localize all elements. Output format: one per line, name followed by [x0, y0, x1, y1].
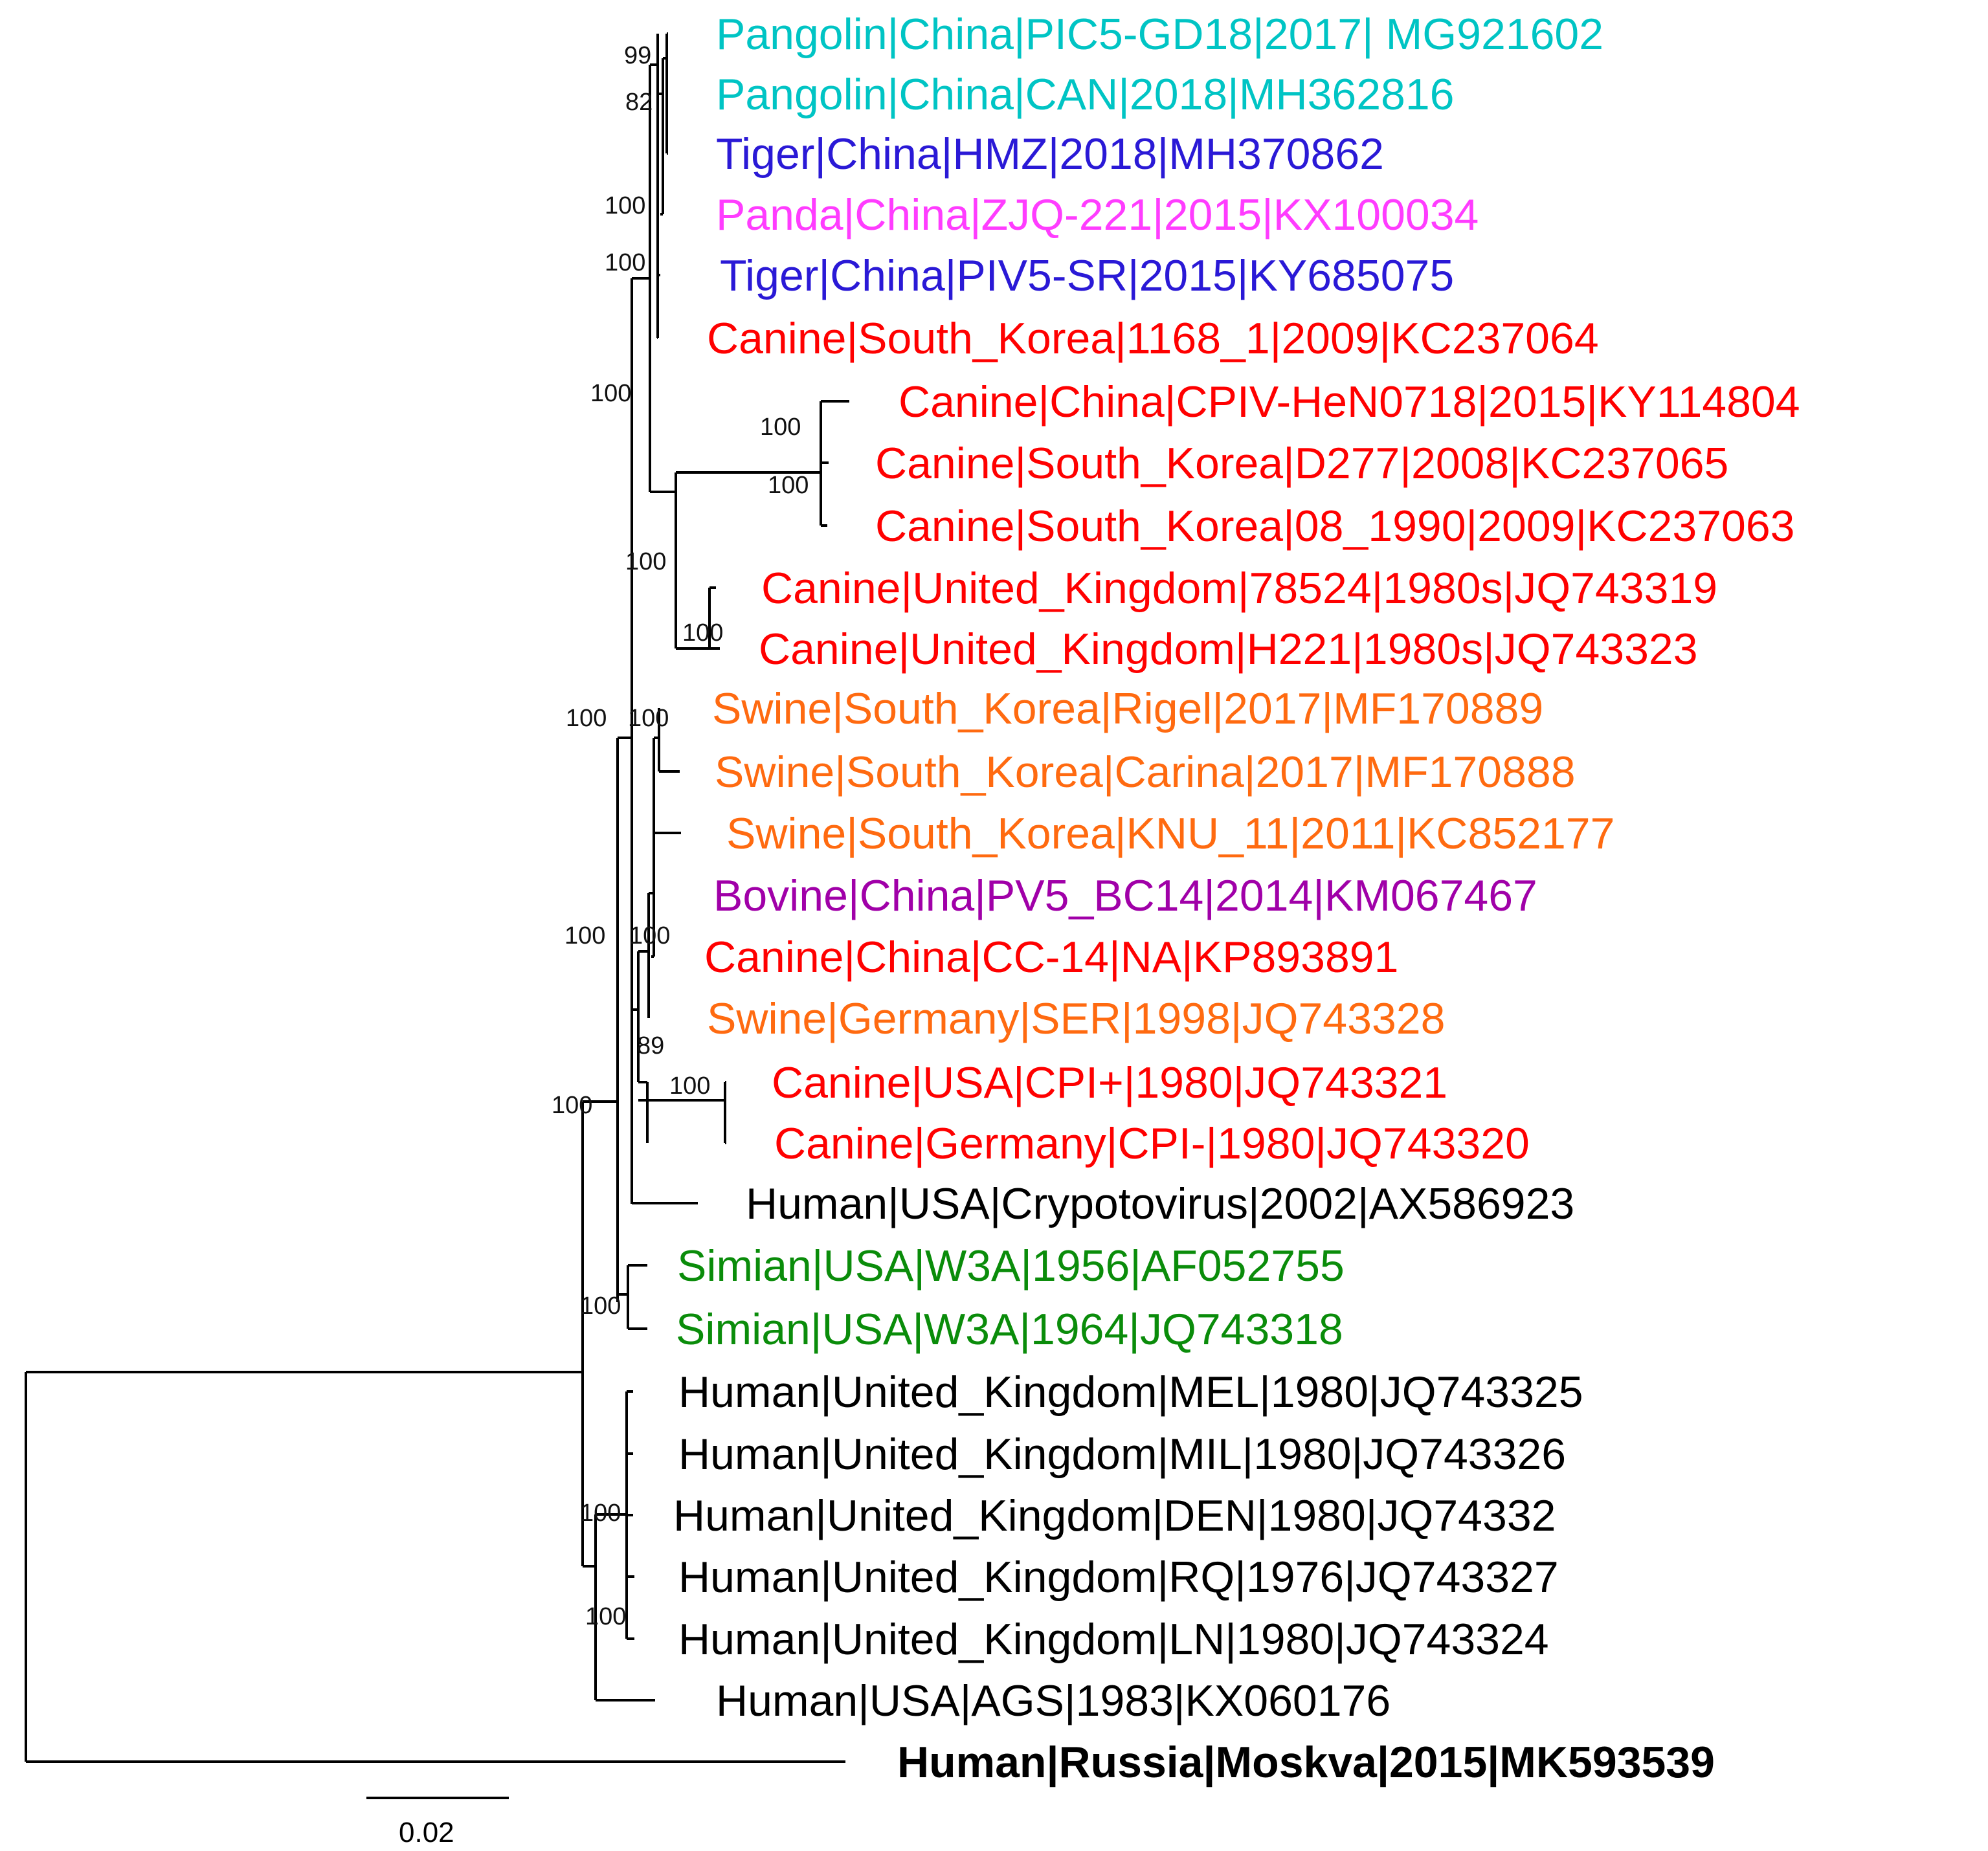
bootstrap-value: 100 [669, 1072, 710, 1100]
taxon-label: Human|Russia|Moskva|2015|MK593539 [897, 1738, 1715, 1788]
taxon-label: Simian|USA|W3A|1956|AF052755 [677, 1241, 1345, 1291]
taxon-label: Panda|China|ZJQ-221|2015|KX100034 [716, 190, 1479, 239]
taxon-label: Human|United_Kingdom|MIL|1980|JQ743326 [678, 1430, 1566, 1479]
taxon-labels: Pangolin|China|PIC5-GD18|2017| MG921602 P… [673, 10, 1800, 1788]
taxon-label: Canine|China|CC-14|NA|KP893891 [704, 933, 1398, 982]
taxon-label: Swine|South_Korea|KNU_11|2011|KC852177 [726, 809, 1614, 858]
bootstrap-value: 100 [564, 922, 605, 949]
bootstrap-value: 100 [580, 1500, 621, 1527]
bootstrap-value: 100 [682, 619, 723, 647]
taxon-label: Swine|South_Korea|Rigel|2017|MF170889 [712, 684, 1543, 733]
scale-bar: 0.02 [366, 1797, 509, 1848]
taxon-label: Canine|United_Kingdom|H221|1980s|JQ74332… [759, 625, 1698, 674]
taxon-label: Canine|South_Korea|D277|2008|KC237065 [875, 439, 1728, 488]
bootstrap-value: 100 [590, 380, 631, 407]
taxon-label: Canine|China|CPIV-HeN0718|2015|KY114804 [899, 377, 1800, 427]
taxon-label: Human|United_Kingdom|RQ|1976|JQ743327 [678, 1553, 1559, 1602]
taxon-label: Swine|Germany|SER|1998|JQ743328 [707, 994, 1445, 1043]
bootstrap-value: 100 [628, 705, 669, 732]
taxon-label: Canine|South_Korea|08_1990|2009|KC237063 [875, 502, 1795, 551]
taxon-label: Bovine|China|PV5_BC14|2014|KM067467 [713, 871, 1537, 920]
bootstrap-value: 99 [624, 42, 651, 69]
taxon-label: Human|USA|Crypotovirus|2002|AX586923 [746, 1179, 1574, 1228]
taxon-label: Canine|South_Korea|1168_1|2009|KC237064 [707, 314, 1599, 363]
bootstrap-value: 100 [625, 548, 666, 575]
taxon-label: Human|United_Kingdom|DEN|1980|JQ74332 [673, 1491, 1556, 1540]
bootstrap-value: 100 [580, 1292, 621, 1320]
bootstrap-value: 100 [605, 192, 645, 219]
taxon-label: Human|United_Kingdom|LN|1980|JQ743324 [678, 1615, 1549, 1664]
bootstrap-value: 100 [605, 249, 645, 276]
bootstrap-value: 100 [552, 1092, 592, 1119]
tree-branches [25, 32, 849, 1763]
taxon-label: Pangolin|China|CAN|2018|MH362816 [716, 70, 1455, 119]
taxon-label: Human|USA|AGS|1983|KX060176 [716, 1676, 1390, 1725]
taxon-label: Tiger|China|PIV5-SR|2015|KY685075 [720, 251, 1454, 300]
scale-bar-label: 0.02 [399, 1817, 454, 1848]
taxon-label: Canine|United_Kingdom|78524|1980s|JQ7433… [761, 564, 1717, 613]
bootstrap-value: 100 [585, 1603, 626, 1630]
bootstrap-value: 100 [566, 705, 607, 732]
taxon-label: Canine|Germany|CPI-|1980|JQ743320 [774, 1119, 1530, 1168]
taxon-label: Canine|USA|CPI+|1980|JQ743321 [772, 1058, 1447, 1107]
taxon-label: Tiger|China|HMZ|2018|MH370862 [716, 129, 1384, 179]
bootstrap-value: 89 [637, 1032, 664, 1059]
taxon-label: Human|United_Kingdom|MEL|1980|JQ743325 [678, 1368, 1583, 1417]
bootstrap-value: 82 [625, 89, 653, 116]
taxon-label: Swine|South_Korea|Carina|2017|MF170888 [715, 748, 1576, 797]
taxon-label: Pangolin|China|PIC5-GD18|2017| MG921602 [716, 10, 1603, 59]
taxon-label: Simian|USA|W3A|1964|JQ743318 [676, 1305, 1343, 1354]
bootstrap-value: 100 [760, 414, 801, 441]
bootstrap-value: 100 [629, 922, 670, 949]
bootstrap-value: 100 [768, 472, 809, 499]
